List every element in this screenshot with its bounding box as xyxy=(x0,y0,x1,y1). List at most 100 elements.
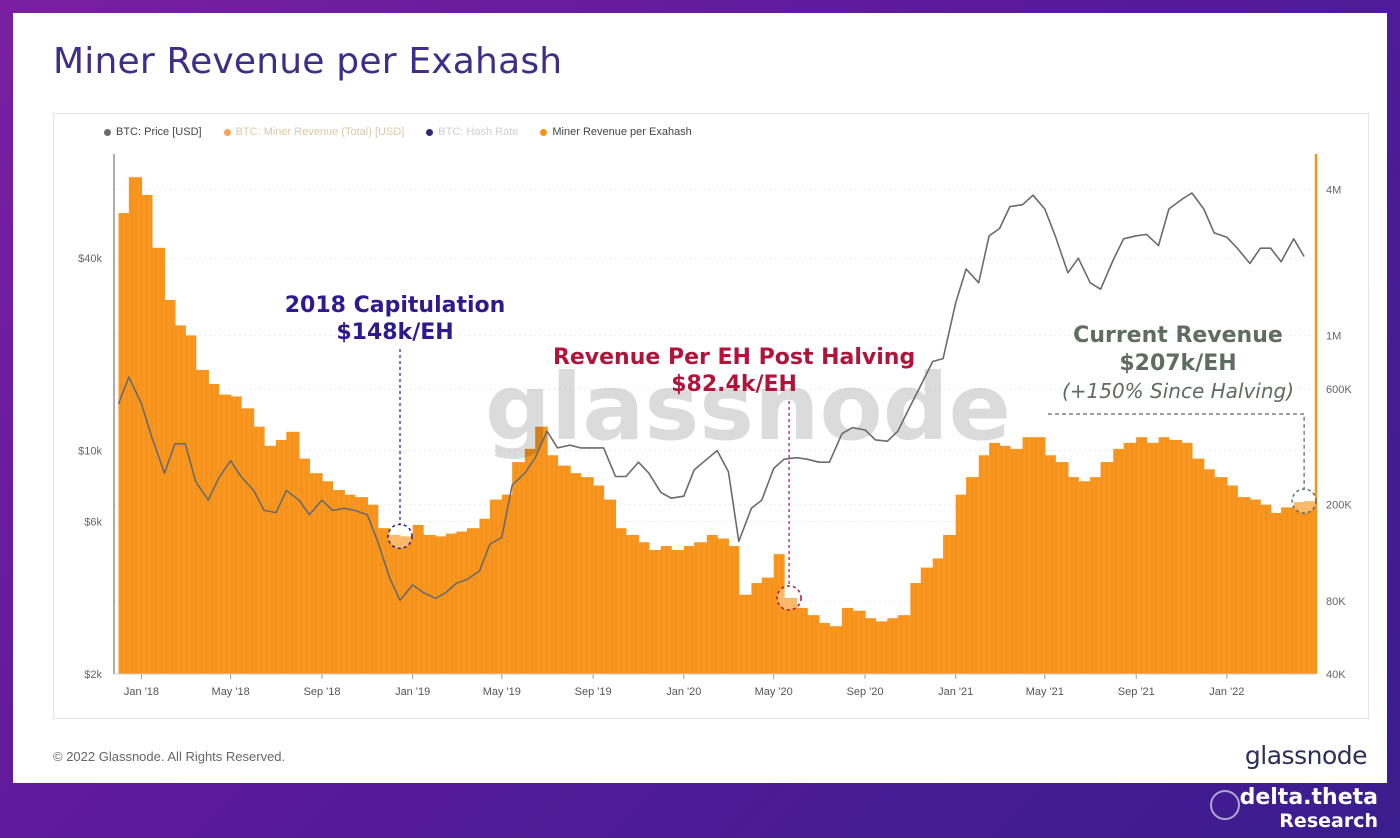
revenue-bar xyxy=(717,538,729,674)
annotation-current-title: Current Revenue xyxy=(1073,323,1283,348)
revenue-bar xyxy=(1293,502,1305,674)
revenue-bar xyxy=(966,477,980,674)
revenue-bar xyxy=(796,607,808,674)
chart-panel: BTC: Price [USD] BTC: Miner Revenue (Tot… xyxy=(53,113,1369,719)
revenue-bar xyxy=(593,485,605,674)
revenue-bar xyxy=(1009,448,1024,674)
revenue-bar xyxy=(706,534,718,674)
copyright-text: © 2022 Glassnode. All Rights Reserved. xyxy=(53,749,286,764)
watermark-text: glassnode xyxy=(485,354,1011,461)
annotation-capitulation-marker xyxy=(387,523,413,550)
revenue-bar xyxy=(1226,485,1238,674)
annotation-capitulation-value: $148k/EH xyxy=(336,320,453,345)
annotation-current-marker xyxy=(1291,488,1317,514)
revenue-bar xyxy=(1191,458,1205,674)
revenue-bar xyxy=(1249,499,1261,674)
chart-svg: glassnode $40k $10k $6k $2k 4M 1M 600K 200K 80K 4… xyxy=(78,154,1352,698)
delta-theta-brand: delta.theta Research xyxy=(1239,785,1378,833)
revenue-bar xyxy=(1113,448,1125,674)
revenue-bar xyxy=(842,607,854,674)
annotation-halving-value: $82.4k/EH xyxy=(671,372,797,397)
revenue-bar xyxy=(446,533,458,674)
revenue-bar xyxy=(784,597,798,674)
revenue-bar xyxy=(128,177,143,675)
revenue-bar xyxy=(423,534,437,674)
revenue-bar xyxy=(615,528,627,674)
revenue-bar xyxy=(819,622,831,674)
revenue-bar xyxy=(910,583,922,674)
revenue-bar xyxy=(1146,442,1160,674)
revenue-bar xyxy=(230,396,242,674)
revenue-bar xyxy=(1168,439,1183,674)
revenue-bar xyxy=(660,546,672,674)
y-right-tick-label: 80K xyxy=(1326,596,1346,608)
revenue-bar xyxy=(286,431,300,674)
revenue-bar xyxy=(332,490,345,674)
revenue-bar xyxy=(412,524,424,674)
revenue-bar xyxy=(570,473,582,674)
revenue-bar xyxy=(298,458,310,674)
revenue-bar xyxy=(185,335,197,674)
revenue-bar xyxy=(1214,477,1228,674)
revenue-bar xyxy=(241,408,255,674)
revenue-bar xyxy=(524,448,536,674)
revenue-bar xyxy=(1022,437,1034,674)
legend-item-revenue-per-eh[interactable]: Miner Revenue per Exahash xyxy=(540,126,692,138)
revenue-bar xyxy=(955,494,967,674)
revenue-bar xyxy=(1044,455,1056,674)
revenue-bar xyxy=(118,213,130,674)
revenue-bar xyxy=(751,583,763,674)
revenue-bar xyxy=(275,439,287,674)
revenue-bar xyxy=(1260,504,1272,674)
legend-item-miner-revenue[interactable]: BTC: Miner Revenue (Total) [USD] xyxy=(223,126,404,138)
revenue-bar xyxy=(580,477,594,674)
revenue-bar xyxy=(389,534,401,674)
price-line-path xyxy=(117,192,1305,602)
revenue-bar xyxy=(208,384,220,674)
revenue-bar xyxy=(195,369,209,674)
x-tick-label: Sep '20 xyxy=(847,686,884,698)
revenue-bar xyxy=(1067,477,1079,674)
revenue-bar xyxy=(435,536,447,674)
revenue-bar xyxy=(151,247,166,674)
y-left-tick-label: $2k xyxy=(84,669,102,681)
revenue-bar xyxy=(1158,437,1170,674)
legend-label-revenue-per-eh: Miner Revenue per Exahash xyxy=(552,126,692,138)
revenue-bar xyxy=(761,577,775,674)
revenue-bar xyxy=(999,445,1011,674)
revenue-bar xyxy=(943,534,957,674)
revenue-bar xyxy=(547,455,559,674)
x-tick-label: May '19 xyxy=(483,686,521,698)
revenue-bar xyxy=(367,504,379,674)
x-tick-label: May '20 xyxy=(755,686,793,698)
legend-label-hash-rate: BTC: Hash Rate xyxy=(438,126,519,138)
x-tick-label: Sep '19 xyxy=(575,686,612,698)
revenue-bar xyxy=(253,426,265,674)
legend-item-hash-rate[interactable]: BTC: Hash Rate xyxy=(426,126,518,138)
revenue-bar xyxy=(978,455,990,674)
legend-dot-miner-revenue xyxy=(223,128,231,136)
revenue-bar xyxy=(875,621,888,674)
revenue-bar xyxy=(309,473,323,674)
legend-item-price[interactable]: BTC: Price [USD] xyxy=(104,126,202,138)
y-right-tick-label: 40K xyxy=(1326,669,1346,681)
revenue-bar xyxy=(1270,512,1282,674)
annotations: 2018 Capitulation$148k/EH Revenue Per EH … xyxy=(285,293,1317,611)
glassnode-logo: glassnode xyxy=(1244,741,1368,770)
x-tick-label: May '18 xyxy=(212,686,250,698)
x-tick-label: Jan '18 xyxy=(124,686,159,698)
brand-line1: delta.theta xyxy=(1239,785,1378,810)
revenue-bar xyxy=(648,550,662,674)
page-title: Miner Revenue per Exahash xyxy=(53,41,563,82)
revenue-bar xyxy=(535,426,548,674)
revenue-bar xyxy=(141,194,153,674)
annotation-current-leader xyxy=(1048,413,1305,490)
revenue-bar xyxy=(989,442,1001,674)
x-tick-label: Jan '22 xyxy=(1209,686,1244,698)
revenue-bar xyxy=(625,534,640,674)
revenue-bar xyxy=(829,626,843,674)
delta-theta-logo-icon xyxy=(1210,790,1240,820)
revenue-bar xyxy=(501,494,513,674)
legend-dot-hash-rate xyxy=(426,128,434,136)
y-left-tick-label: $10k xyxy=(78,446,102,458)
